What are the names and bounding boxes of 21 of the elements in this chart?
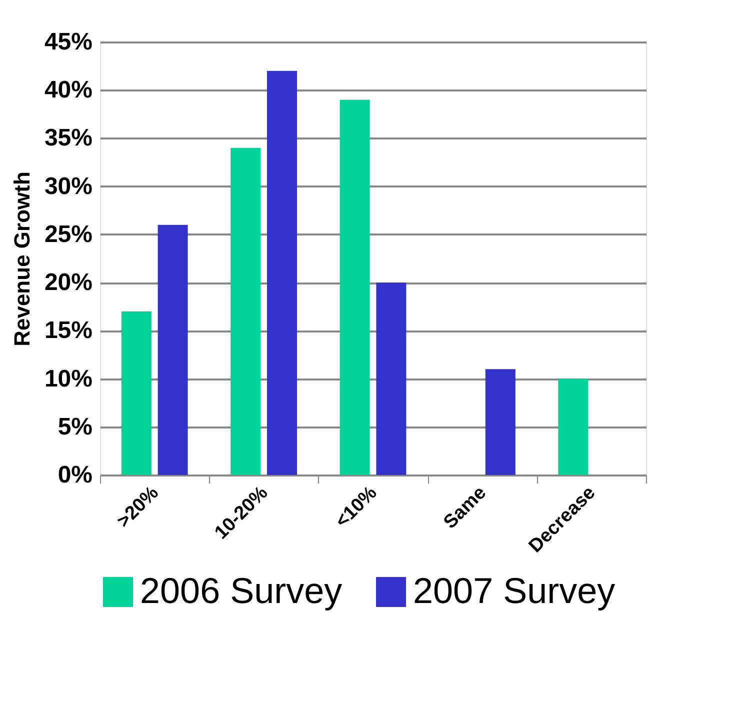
bar [485, 369, 516, 475]
y-tick-label: 20% [44, 269, 92, 296]
y-tick-label: 25% [44, 220, 92, 248]
y-tick-label: 45% [44, 28, 92, 56]
y-tick-label: 15% [44, 317, 92, 344]
bar [158, 224, 188, 475]
y-tick-label: 10% [44, 365, 92, 392]
bar [267, 70, 297, 475]
legend-label: 2006 Survey [140, 570, 342, 611]
bar [340, 100, 370, 475]
y-tick-label: 5% [58, 413, 92, 440]
y-tick-label: 30% [44, 172, 92, 200]
y-axis-title: Revenue Growth [9, 172, 34, 346]
bar [558, 378, 588, 475]
bar [376, 282, 406, 475]
y-tick-label: 35% [44, 124, 92, 152]
y-tick-label: 40% [44, 76, 92, 104]
legend-label: 2007 Survey [413, 570, 616, 611]
y-tick-label: 0% [58, 462, 92, 488]
bar [230, 148, 261, 475]
bar [121, 311, 152, 475]
